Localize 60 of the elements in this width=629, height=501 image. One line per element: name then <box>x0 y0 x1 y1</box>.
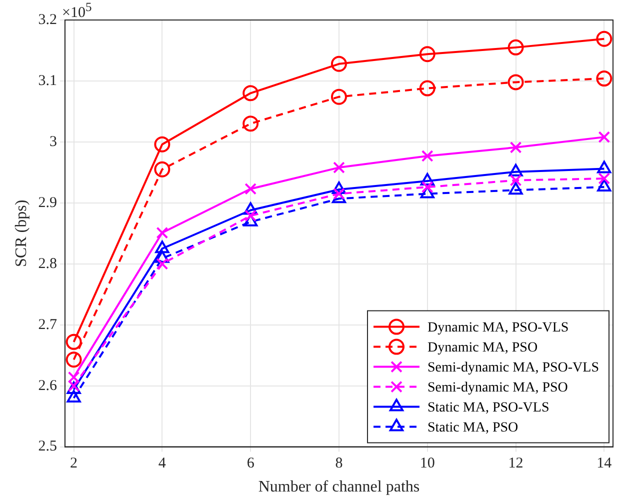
y-tick-label: 2.5 <box>38 438 57 455</box>
point <box>155 250 170 263</box>
x-tick-label: 10 <box>420 456 435 472</box>
point <box>333 162 345 174</box>
y-axis-title: SCR (bps) <box>12 200 30 267</box>
y-tick-label: 3.1 <box>38 72 57 89</box>
point <box>244 202 258 215</box>
point <box>419 80 436 96</box>
legend-label: Semi-dynamic MA, PSO <box>428 380 568 396</box>
annotation: ×10$^{5}$ <box>62 0 92 22</box>
point <box>596 70 612 87</box>
y-tick-label: 2.9 <box>38 194 57 211</box>
point <box>597 160 612 174</box>
y-tick-label: 2.7 <box>38 316 58 333</box>
x-tick-label: 12 <box>508 456 524 472</box>
x-tick-label: 2 <box>70 456 78 472</box>
point <box>598 172 610 184</box>
point <box>154 136 170 152</box>
legend-label: Dynamic MA, PSO-VLS <box>428 320 569 336</box>
x-axis-title: Number of channel paths <box>258 478 420 496</box>
point <box>508 182 523 195</box>
point <box>66 334 82 350</box>
y-tick-label: 3.2 <box>38 12 57 28</box>
legend-label: Static MA, PSO <box>428 420 518 436</box>
point <box>332 190 346 204</box>
legend-label: Semi-dynamic MA, PSO-VLS <box>428 360 599 376</box>
point <box>598 131 610 144</box>
x-tick-label: 6 <box>246 456 255 472</box>
point <box>419 46 436 62</box>
point <box>155 240 170 254</box>
legend-label: Dynamic MA, PSO <box>428 340 538 356</box>
point <box>156 226 168 239</box>
legend-label: Static MA, PSO-VLS <box>428 400 550 416</box>
point <box>510 174 522 186</box>
point <box>66 390 81 403</box>
y-tick-label: 3 <box>49 134 57 150</box>
point <box>330 56 347 72</box>
point <box>508 74 524 90</box>
point <box>597 179 612 192</box>
point <box>332 182 346 194</box>
point <box>420 186 434 198</box>
point <box>421 150 434 162</box>
y-tick-label: 2.6 <box>38 378 58 394</box>
x-tick-label: 14 <box>596 456 612 472</box>
point <box>242 85 259 102</box>
point <box>510 141 522 154</box>
x-tick-label: 4 <box>158 456 166 472</box>
point <box>154 161 170 178</box>
point <box>156 258 168 270</box>
point <box>66 352 82 368</box>
point <box>330 88 347 105</box>
point <box>508 164 523 176</box>
point <box>420 172 434 186</box>
point <box>244 210 257 222</box>
x-tick-label: 8 <box>335 456 343 472</box>
point <box>508 39 524 56</box>
y-tick-label: 2.8 <box>38 256 57 272</box>
point <box>596 30 612 47</box>
point <box>244 182 257 195</box>
point <box>242 116 259 132</box>
